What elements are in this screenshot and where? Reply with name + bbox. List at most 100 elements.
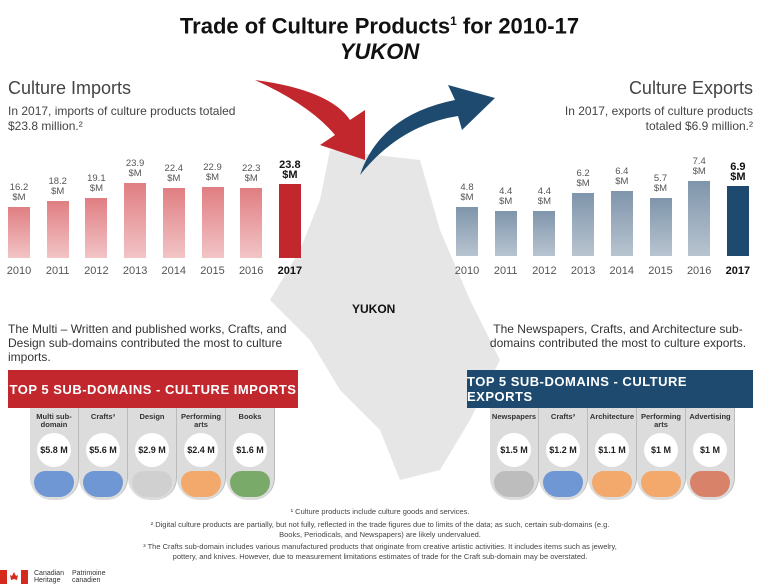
subdomain-value: $1.5 M (497, 433, 531, 467)
subdomain-card: Newspapers $1.5 M (490, 408, 539, 500)
imp-bar-label: 23.9 $M (125, 158, 145, 180)
subdomain-label: Performing arts (640, 412, 681, 429)
imp-year-label: 2016 (238, 265, 264, 277)
imp-year-label: 2015 (200, 265, 225, 277)
exports-top5: Newspapers $1.5 M Crafts³ $1.2 M Architectur… (490, 408, 735, 500)
exp-year-label: 2017 (725, 265, 751, 277)
subdomain-value: $1.6 M (233, 433, 267, 467)
imports-intro: In 2017, imports of culture products tot… (8, 104, 236, 133)
title-period: for 2010-17 (456, 13, 580, 39)
subdomain-label: Advertising (689, 412, 731, 421)
subdomain-card: Advertising $1 M (686, 408, 735, 500)
subdomain-value: $2.4 M (184, 433, 218, 467)
exports-description: The Newspapers, Crafts, and Architecture… (489, 322, 747, 350)
title-footnote-mark: 1 (450, 14, 457, 28)
exports-heading: Culture Exports (628, 78, 753, 98)
imp-bar-2016 (240, 188, 263, 258)
exp-bar-2011 (494, 211, 517, 256)
exp-year-label: 2011 (493, 265, 518, 277)
canadian-heritage-logo: Canadian Heritage Patrimoine canadien (0, 570, 108, 584)
imp-year-label: 2017 (277, 265, 303, 277)
exp-bar-label: 4.4 $M (499, 186, 513, 208)
subdomain-value: $1.1 M (595, 433, 629, 467)
exp-bar-label: 5.7 $M (653, 172, 668, 194)
exp-year-label: 2012 (532, 265, 557, 277)
exp-bar-label: 6.4 $M (615, 165, 629, 187)
subdomain-value: $1 M (693, 433, 727, 467)
exp-bar-2014 (610, 190, 633, 256)
imp-bar-2011 (46, 201, 69, 258)
logo-text-fr: Patrimoine canadien (72, 570, 106, 584)
exp-year-label: 2014 (609, 265, 635, 277)
exports-banner: TOP 5 SUB-DOMAINS - CULTURE EXPORTS (467, 370, 753, 408)
exports-intro: In 2017, exports of culture products tot… (564, 104, 753, 133)
exp-bar-label: 6.2 $M (576, 167, 590, 189)
title-main: Trade of Culture Products (179, 13, 451, 39)
exp-bar-2010 (456, 207, 478, 256)
imports-heading: Culture Imports (8, 78, 132, 98)
subdomain-label: Multi sub-domain (36, 412, 72, 429)
subdomain-label: Books (238, 412, 262, 421)
footnote-1: ¹ Culture products include culture goods… (290, 507, 470, 516)
footnote-3: ³ The Crafts sub-domain includes various… (143, 542, 617, 561)
subdomain-label: Design (139, 412, 165, 421)
exp-bar-2013 (572, 192, 595, 256)
imp-bar-label: 16.2 $M (9, 182, 29, 204)
palette-icon (83, 471, 123, 497)
imp-bar-label: 23.8 $M (279, 158, 301, 181)
drawing-hand-icon (132, 471, 172, 497)
exp-year-label: 2013 (570, 265, 596, 277)
subdomain-value: $5.8 M (37, 433, 71, 467)
imp-year-label: 2012 (84, 265, 109, 277)
imp-year-label: 2013 (122, 265, 148, 277)
subdomain-value: $2.9 M (135, 433, 169, 467)
subdomain-card: Crafts³ $5.6 M (79, 408, 128, 500)
subdomain-card: Books $1.6 M (226, 408, 275, 500)
exp-year-label: 2010 (454, 265, 480, 277)
exp-bar-2012 (533, 211, 556, 256)
subdomain-card: Multi sub-domain $5.8 M (30, 408, 79, 500)
imp-bar-2013 (124, 183, 147, 258)
subdomain-card: Architecture $1.1 M (588, 408, 637, 500)
imp-bar-2014 (162, 188, 185, 258)
megaphone-icon (690, 471, 730, 497)
book-icon (230, 471, 270, 497)
imp-bar-2010 (8, 207, 30, 258)
exp-bar-label: 7.4 $M (692, 155, 706, 177)
imp-bar-2017 (278, 183, 301, 258)
imp-bar-2015 (201, 186, 224, 258)
subdomain-card: Performing arts $1 M (637, 408, 686, 500)
page-title: Trade of Culture Products1 for 2010-17 Y… (0, 8, 759, 65)
imp-year-label: 2011 (45, 265, 70, 277)
imports-description: The Multi – Written and published works,… (8, 322, 287, 364)
canada-flag-icon (0, 570, 28, 584)
exp-bar-label: 4.4 $M (537, 186, 551, 208)
imp-bar-label: 22.4 $M (164, 163, 184, 185)
logo-text-en: Canadian Heritage (34, 570, 64, 584)
exp-year-label: 2016 (686, 265, 712, 277)
theatre-masks-icon (181, 471, 221, 497)
export-arrow (360, 85, 495, 175)
subdomain-label: Crafts³ (550, 412, 576, 421)
architecture-icon (592, 471, 632, 497)
theatre-masks-icon (641, 471, 681, 497)
subdomain-value: $1.2 M (546, 433, 580, 467)
imp-bar-label: 18.2 $M (48, 176, 67, 198)
page-subtitle: YUKON (339, 39, 420, 65)
exp-year-label: 2015 (648, 265, 673, 277)
subdomain-card: Design $2.9 M (128, 408, 177, 500)
exp-bar-label: 4.8 $M (460, 182, 474, 204)
imp-bar-label: 19.1 $M (87, 173, 106, 195)
subdomain-card: Crafts³ $1.2 M (539, 408, 588, 500)
newspaper-icon (494, 471, 534, 497)
subdomain-value: $1 M (644, 433, 678, 467)
imports-top5: Multi sub-domain $5.8 M Crafts³ $5.6 M Desig… (30, 408, 275, 500)
exp-bar-2017 (726, 185, 749, 256)
exp-bar-2015 (649, 197, 672, 256)
imp-year-label: 2010 (6, 265, 32, 277)
palette-icon (543, 471, 583, 497)
imp-year-label: 2014 (161, 265, 187, 277)
subdomain-label: Performing arts (180, 412, 221, 429)
exp-bar-label: 6.9 $M (730, 160, 746, 183)
